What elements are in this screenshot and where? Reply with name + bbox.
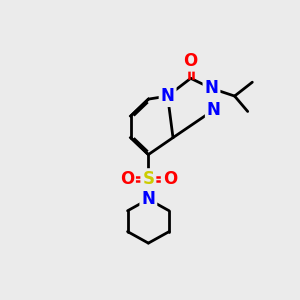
Text: O: O (163, 170, 177, 188)
Text: N: N (205, 80, 218, 98)
Text: N: N (207, 101, 221, 119)
Text: N: N (141, 190, 155, 208)
Text: S: S (142, 170, 154, 188)
Text: O: O (120, 170, 134, 188)
Text: N: N (161, 87, 175, 105)
Text: O: O (184, 52, 198, 70)
